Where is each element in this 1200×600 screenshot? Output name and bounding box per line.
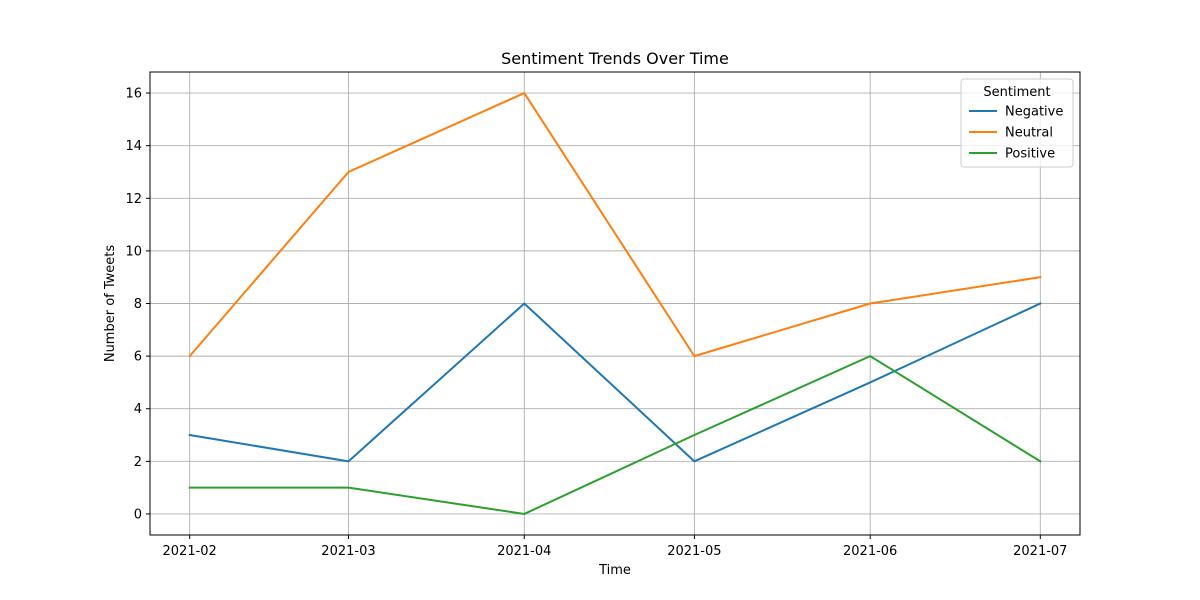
legend: Sentiment Negative Neutral Positive [960, 78, 1074, 168]
x-tick-label: 2021-07 [1013, 544, 1067, 559]
x-tick-label: 2021-05 [667, 544, 721, 559]
x-axis-label: Time [598, 563, 631, 578]
series-line-positive [188, 355, 1042, 515]
series-line-negative [188, 302, 1042, 463]
legend-label-negative: Negative [1005, 105, 1063, 120]
series-line-neutral [188, 92, 1042, 358]
x-tick-label: 2021-02 [163, 544, 217, 559]
y-tick-label: 12 [125, 192, 142, 207]
legend-box [960, 78, 1074, 168]
y-tick-label: 4 [134, 402, 142, 417]
legend-label-neutral: Neutral [1005, 126, 1053, 141]
x-tick-label: 2021-04 [497, 544, 551, 559]
legend-label-positive: Positive [1005, 147, 1055, 162]
series-layer [188, 92, 1042, 515]
y-tick-label: 8 [134, 297, 142, 312]
legend-title: Sentiment [983, 85, 1050, 100]
y-tick-label: 6 [134, 350, 142, 365]
y-tick-label: 16 [125, 87, 142, 102]
legend-items: Negative Neutral Positive [969, 105, 1063, 162]
y-tick-label: 14 [125, 139, 142, 154]
y-tick-label: 2 [134, 455, 142, 470]
chart-title: Sentiment Trends Over Time [501, 49, 729, 68]
tick-layer: 0 2 4 6 8 10 12 14 16 2021-02 2021-03 2021-04 2021-0… [125, 87, 1067, 559]
x-tick-label: 2021-03 [321, 544, 375, 559]
x-tick-label: 2021-06 [843, 544, 897, 559]
y-axis-label: Number of Tweets [103, 245, 118, 363]
y-tick-label: 10 [125, 244, 142, 259]
y-tick-label: 0 [134, 507, 142, 522]
